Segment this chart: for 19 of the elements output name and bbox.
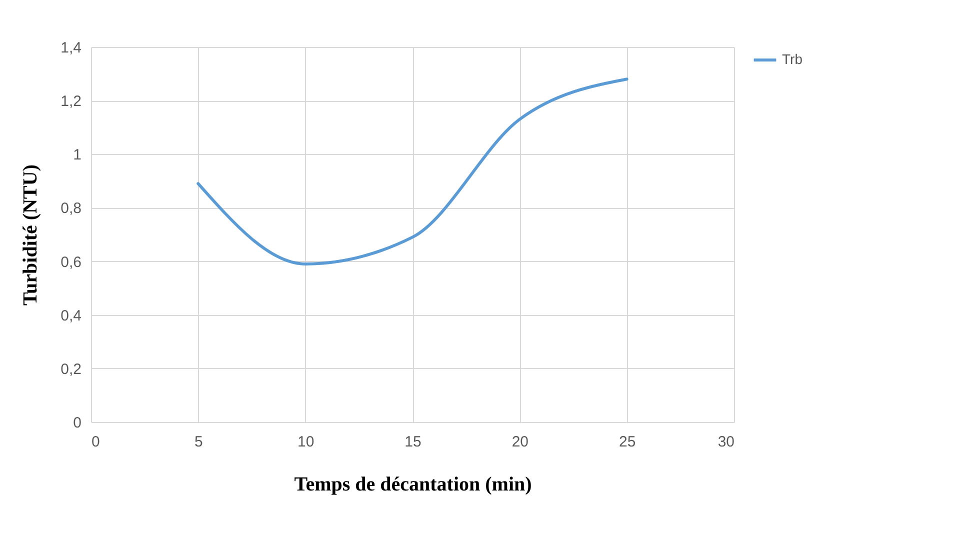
y-tick-label: 1 <box>73 146 82 164</box>
x-tick-label: 30 <box>718 434 734 450</box>
x-tick-label: 15 <box>404 434 422 450</box>
y-tick-label: 1,4 <box>60 40 82 56</box>
x-tick-label: 20 <box>512 434 529 450</box>
y-tick-label: 1,2 <box>60 93 82 110</box>
y-tick-label: 0,8 <box>60 200 82 218</box>
legend-label: Trb <box>782 51 803 67</box>
x-tick-label: 5 <box>194 434 203 450</box>
line-series <box>196 78 628 266</box>
x-tick-label: 10 <box>297 434 314 450</box>
y-tick-label: 0 <box>73 414 82 432</box>
x-axis-title: Temps de décantation (min) <box>294 474 532 496</box>
x-tick-label: 25 <box>618 434 636 450</box>
y-tick-label: 0,4 <box>60 307 82 324</box>
y-axis-title: Turbidité (NTU) <box>20 164 42 306</box>
y-tick-label: 0,2 <box>60 360 82 378</box>
x-tick-label: 0 <box>92 434 100 450</box>
y-tick-label: 0,6 <box>60 254 82 271</box>
